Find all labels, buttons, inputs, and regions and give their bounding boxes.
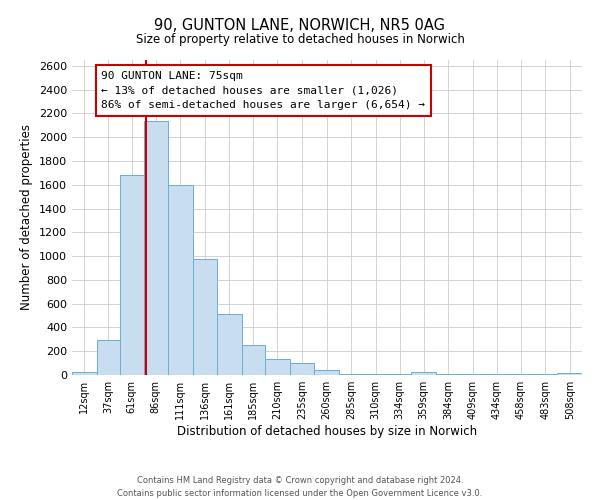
Bar (217, 314, 242, 375)
Bar (412, 372, 436, 375)
Bar (363, 374, 388, 375)
Bar (339, 374, 363, 375)
Text: Size of property relative to detached houses in Norwich: Size of property relative to detached ho… (136, 32, 464, 46)
Bar (314, 370, 339, 375)
Bar (508, 374, 533, 375)
Bar (460, 374, 485, 375)
Text: 90, GUNTON LANE, NORWICH, NR5 0AG: 90, GUNTON LANE, NORWICH, NR5 0AG (155, 18, 445, 32)
Text: 90 GUNTON LANE: 75sqm
← 13% of detached houses are smaller (1,026)
86% of semi-d: 90 GUNTON LANE: 75sqm ← 13% of detached … (101, 70, 425, 110)
Y-axis label: Number of detached properties: Number of detached properties (20, 124, 34, 310)
Bar (557, 373, 582, 375)
X-axis label: Distribution of detached houses by size in Norwich: Distribution of detached houses by size … (177, 425, 477, 438)
Bar (168, 185, 193, 375)
Bar (388, 374, 412, 375)
Bar (143, 120, 168, 375)
Bar (436, 374, 460, 375)
Bar (485, 374, 508, 375)
Bar (290, 363, 314, 375)
Bar (72, 372, 97, 375)
Bar (120, 176, 143, 375)
Bar (193, 259, 217, 375)
Bar (265, 359, 290, 375)
Bar (533, 374, 557, 375)
Bar (242, 344, 265, 375)
Text: Contains HM Land Registry data © Crown copyright and database right 2024.
Contai: Contains HM Land Registry data © Crown c… (118, 476, 482, 498)
Bar (97, 340, 120, 375)
